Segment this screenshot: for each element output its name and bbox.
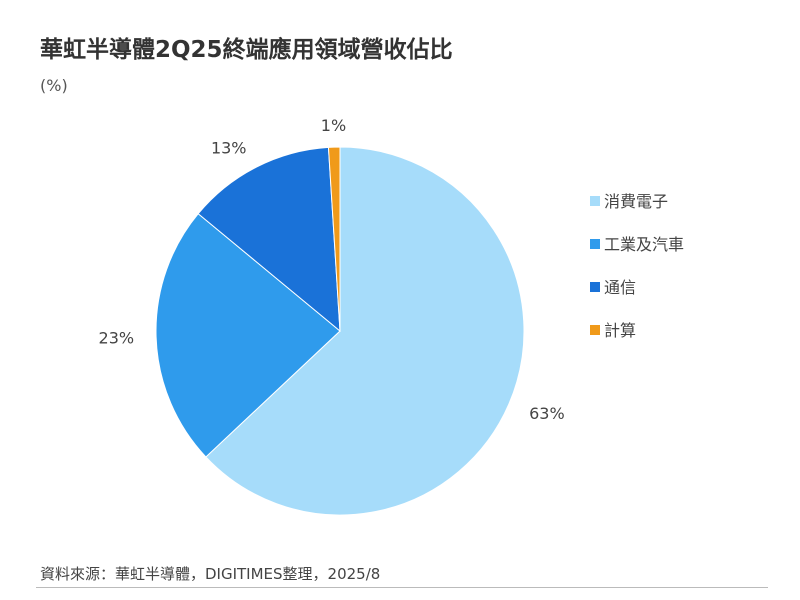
chart-unit: (%) [40,76,68,95]
pie-slice-1 [205,146,525,516]
legend-label-2: 工業及汽車 [604,235,684,254]
source-note: 資料來源：華虹半導體，DIGITIMES整理，2025/8 [40,565,381,583]
legend-label-1: 消費電子 [604,192,668,211]
legend-label-3: 通信 [604,278,636,297]
pie-slice-2 [155,213,341,458]
slice-label-2: 23% [99,329,135,348]
chart-title: 華虹半導體2Q25終端應用領域營收佔比 [40,37,453,63]
slice-label-1: 63% [529,404,565,423]
legend-swatch-3 [590,282,600,292]
legend-label-4: 計算 [604,321,636,340]
pie-slice-4 [327,146,341,332]
legend-swatch-1 [590,196,600,206]
legend-swatch-4 [590,325,600,335]
legend-swatch-2 [590,239,600,249]
footer-divider [36,587,768,588]
pie-labels: 63% 23% 13% 1% [99,116,565,423]
pie-slices [155,146,525,516]
slice-label-3: 13% [211,139,247,158]
slice-label-4: 1% [321,116,346,135]
pie-slice-3 [197,146,341,333]
